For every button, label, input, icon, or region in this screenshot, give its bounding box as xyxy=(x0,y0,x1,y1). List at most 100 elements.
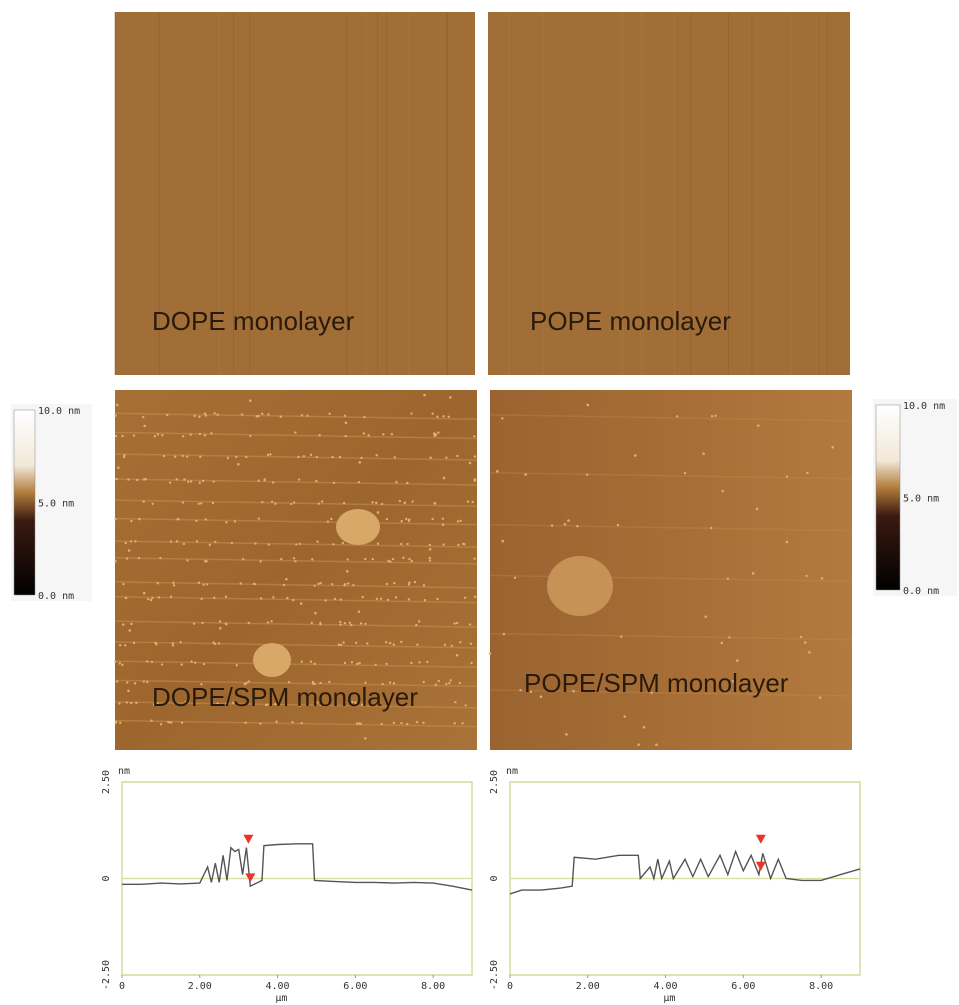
particle xyxy=(410,412,412,414)
x-tick-label: 6.00 xyxy=(343,981,367,992)
particle xyxy=(254,542,256,544)
particle xyxy=(214,412,216,414)
particle xyxy=(194,661,196,663)
particle xyxy=(143,592,146,595)
particle xyxy=(445,457,447,459)
particle xyxy=(206,583,208,585)
particle xyxy=(127,689,130,692)
particle xyxy=(127,478,129,480)
particle xyxy=(339,456,341,458)
colorbar xyxy=(876,405,900,590)
particle xyxy=(181,663,183,665)
particle xyxy=(395,596,397,598)
particle xyxy=(406,482,408,484)
particle xyxy=(358,481,360,483)
particle xyxy=(314,612,317,615)
particle xyxy=(189,434,191,436)
colorbar-label: 10.0 nm xyxy=(38,406,80,417)
particle xyxy=(117,466,120,469)
panel-label: POPE monolayer xyxy=(530,306,731,336)
particle xyxy=(408,582,410,584)
particle xyxy=(343,502,345,504)
particle xyxy=(294,431,296,433)
particle xyxy=(429,548,432,551)
particle xyxy=(227,457,229,459)
particle xyxy=(114,661,116,663)
particle xyxy=(756,508,759,511)
particle xyxy=(435,434,437,436)
particle xyxy=(342,542,344,544)
particle xyxy=(786,475,788,477)
particle xyxy=(411,500,413,502)
particle xyxy=(442,518,444,520)
particle xyxy=(294,560,296,562)
panel-label: POPE/SPM monolayer xyxy=(524,668,789,698)
domain xyxy=(336,509,380,545)
particle xyxy=(469,623,471,625)
particle xyxy=(473,435,475,437)
particle xyxy=(213,480,215,482)
particle xyxy=(130,702,132,704)
particle xyxy=(295,543,297,545)
particle xyxy=(408,518,410,520)
particle xyxy=(114,560,116,562)
particle xyxy=(351,661,353,663)
particle xyxy=(268,543,270,545)
particle xyxy=(448,682,450,684)
particle xyxy=(438,680,440,682)
particle xyxy=(393,643,395,645)
x-tick-label: 4.00 xyxy=(654,981,678,992)
particle xyxy=(347,558,349,560)
particle xyxy=(340,598,342,600)
particle xyxy=(453,622,455,624)
particle xyxy=(134,682,136,684)
particle xyxy=(126,701,128,703)
particle xyxy=(343,584,345,586)
particle xyxy=(586,474,588,476)
particle xyxy=(147,598,149,600)
particle xyxy=(459,641,461,643)
particle xyxy=(362,596,364,598)
particle xyxy=(387,599,389,601)
particle xyxy=(501,540,504,543)
particle xyxy=(205,518,207,520)
particle xyxy=(418,620,420,622)
particle xyxy=(352,584,354,586)
particle xyxy=(161,663,163,665)
colorbar-label: 0.0 nm xyxy=(38,591,74,602)
particle xyxy=(450,679,452,681)
particle xyxy=(218,642,220,644)
particle xyxy=(442,543,444,545)
particle xyxy=(429,559,431,561)
particle xyxy=(212,502,214,504)
colorbar xyxy=(14,410,35,595)
particle xyxy=(433,502,435,504)
particle xyxy=(122,623,124,625)
particle xyxy=(155,643,157,645)
particle xyxy=(345,421,348,424)
particle xyxy=(259,722,261,724)
particle xyxy=(181,722,183,724)
particle xyxy=(199,482,201,484)
particle xyxy=(386,518,388,520)
particle xyxy=(377,511,380,514)
particle xyxy=(318,502,320,504)
particle xyxy=(249,435,251,437)
y-tick-label: -2.50 xyxy=(489,960,500,990)
particle xyxy=(301,660,303,662)
particle xyxy=(176,540,178,542)
particle xyxy=(285,578,288,581)
particle xyxy=(114,518,116,520)
particle xyxy=(347,582,349,584)
particle xyxy=(422,722,424,724)
particle xyxy=(435,684,438,687)
particle xyxy=(135,702,137,704)
particle xyxy=(187,481,189,483)
particle xyxy=(150,719,152,721)
particle xyxy=(392,558,394,560)
particle xyxy=(183,543,185,545)
particle xyxy=(364,737,367,740)
particle xyxy=(403,502,405,504)
particle xyxy=(334,598,336,600)
particle xyxy=(567,519,570,522)
